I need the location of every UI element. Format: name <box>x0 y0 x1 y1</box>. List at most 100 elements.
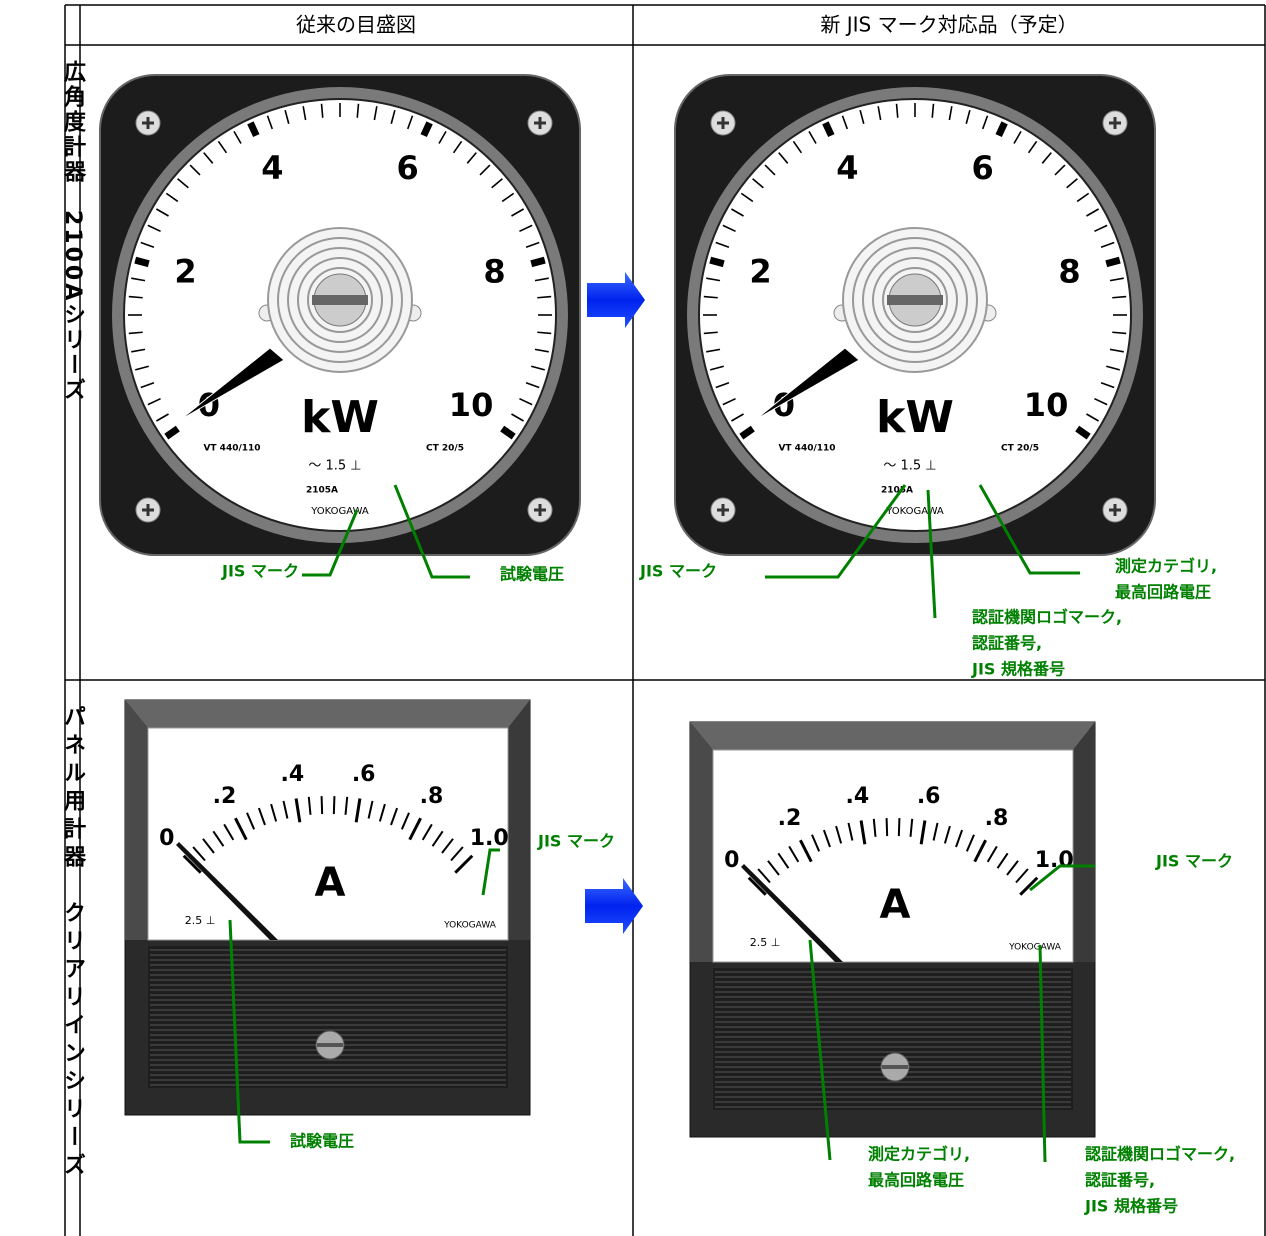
dial-text: 2.5 ⊥ <box>185 914 216 927</box>
scale-label: 2 <box>174 253 196 291</box>
scale-tick <box>973 839 987 863</box>
scale-tick <box>140 381 155 389</box>
arrow <box>587 272 645 328</box>
hub-slot <box>312 295 368 305</box>
scale-tick <box>284 110 290 124</box>
scale-tick <box>788 845 800 863</box>
callout-label: JIS 規格番号 <box>971 660 1065 679</box>
scale-label: 0 <box>724 848 739 873</box>
scale-tick <box>530 256 546 268</box>
face <box>712 749 1074 963</box>
hub-ring <box>307 267 373 333</box>
dial-text: CT 20/5 <box>1001 444 1039 454</box>
hub-ring <box>872 257 958 343</box>
scale-tick <box>537 295 552 299</box>
scale-tick <box>519 224 533 233</box>
scale-tick <box>1106 365 1120 371</box>
grille <box>713 968 1073 1110</box>
scale-tick <box>722 224 736 233</box>
scale-tick <box>525 381 540 389</box>
screw-cross <box>142 117 154 129</box>
scale-tick <box>1086 208 1099 217</box>
scale-tick <box>1109 277 1124 282</box>
bevel <box>508 700 530 940</box>
scale-tick <box>767 860 780 876</box>
scale-tick <box>189 164 201 176</box>
brand: YOKOGAWA <box>310 506 369 517</box>
callout-label: 認証番号, <box>972 634 1042 653</box>
scale-tick <box>128 331 143 335</box>
callout-label: JIS マーク <box>221 562 299 581</box>
screw-cross <box>1109 117 1121 129</box>
scale-tick <box>525 241 540 249</box>
callout-label: 認証機関ロゴマーク, <box>1085 1145 1235 1164</box>
scale-tick <box>981 115 989 130</box>
scale-tick <box>356 103 360 118</box>
scale-tick <box>344 796 349 815</box>
scale-tick <box>1019 876 1039 896</box>
scale-tick <box>203 152 214 164</box>
scale-tick <box>1105 256 1121 268</box>
scale-tick <box>367 800 374 819</box>
scale-tick <box>202 838 215 854</box>
dial-text: 2105A <box>881 486 913 496</box>
column-header: 従来の目盛図 <box>296 13 416 37</box>
scale-tick <box>408 817 422 841</box>
callout-label: 測定カテゴリ, <box>1115 557 1217 576</box>
scale-tick <box>792 140 803 154</box>
scale-tick <box>1075 425 1091 440</box>
scale-tick <box>131 277 146 282</box>
scale-tick <box>135 365 149 371</box>
scale-tick <box>709 256 725 268</box>
scale-label: 10 <box>1024 386 1069 424</box>
scale-tick <box>859 820 867 845</box>
scale-tick <box>500 425 516 440</box>
scale-tick <box>270 803 278 822</box>
scale-tick <box>731 413 744 422</box>
pointer <box>176 842 278 940</box>
leader-line <box>765 484 907 579</box>
scale-label: 4 <box>261 149 283 187</box>
brand: YOKOGAWA <box>1008 943 1062 953</box>
scale-tick <box>955 829 964 848</box>
scale-tick <box>182 854 202 874</box>
scale-tick <box>246 812 256 830</box>
scale-tick <box>373 106 378 121</box>
scale-tick <box>885 818 889 837</box>
grille <box>148 946 508 1088</box>
scale-tick <box>1112 331 1127 335</box>
scale-tick <box>739 425 755 440</box>
scale-tick <box>452 140 463 154</box>
callout-label: 試験電圧 <box>290 1132 354 1151</box>
leader-line <box>481 848 500 896</box>
scale-label: .2 <box>778 806 802 831</box>
dial-text: VT 440/110 <box>203 444 260 454</box>
scale-tick <box>140 241 155 249</box>
scale-tick <box>811 834 821 852</box>
unit: kW <box>301 392 379 443</box>
scale-label: 4 <box>836 149 858 187</box>
scale-tick <box>822 829 831 848</box>
scale-tick <box>1054 164 1066 176</box>
scale-tick <box>421 823 433 841</box>
hub-ring <box>277 237 403 363</box>
scale-tick <box>320 796 324 815</box>
scale-tick <box>164 425 180 440</box>
scale-tick <box>1013 131 1022 144</box>
leader-line <box>926 489 937 619</box>
scale-tick <box>131 348 146 353</box>
scale-tick <box>1100 241 1115 249</box>
scale-tick <box>764 164 776 176</box>
hub-ring <box>297 257 383 343</box>
scale-tick <box>390 807 399 826</box>
scale-label: 1.0 <box>1035 848 1074 873</box>
scale-tick <box>757 868 771 884</box>
scale-tick <box>147 397 161 406</box>
dial-text: VT 440/110 <box>778 444 835 454</box>
scale-tick <box>1100 381 1115 389</box>
scale-tick <box>420 121 433 138</box>
unit: A <box>880 882 911 928</box>
scale-tick <box>965 110 971 124</box>
scale-tick <box>948 106 953 121</box>
